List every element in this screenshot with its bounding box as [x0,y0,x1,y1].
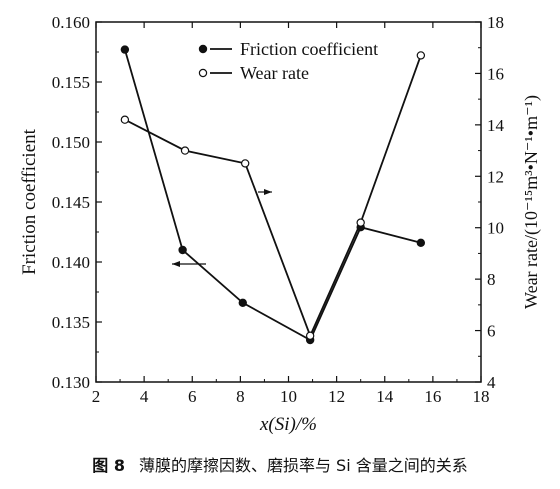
figure-caption: 图 8 薄膜的摩擦因数、磨损率与 Si 含量之间的关系 [0,452,560,476]
chart: 2 4 6 8 10 12 14 16 18 0.130 0.135 0.140 0.145 0.150 0… [19,13,542,435]
series-points [120,45,426,345]
series-lines [124,49,422,342]
series-line-1 [124,49,422,342]
data-point-2 [240,159,250,168]
y-left-tick-label: 0.130 [52,373,90,392]
x-tick-label: 10 [280,387,297,406]
y-right-axis-label: Wear rate/(10⁻¹⁵m³•N⁻¹•m⁻¹) [521,95,542,309]
axis-labels: x(Si)/% Friction coefficient Wear rate/(10… [19,95,542,435]
x-tick-label: 18 [473,387,490,406]
left-axis-arrowhead [172,261,180,267]
legend-label: Friction coefficient [240,39,378,59]
y-left-axis-label: Friction coefficient [19,128,40,275]
y-left-tick-label: 0.140 [52,253,90,272]
legend-marker [198,68,208,78]
data-point-2 [356,218,365,227]
y-right-tick-label: 14 [487,116,505,135]
data-point-2 [180,146,190,155]
caption-text: 薄膜的摩擦因数、磨损率与 Si 含量之间的关系 [138,456,468,475]
legend-marker [198,44,208,54]
axis-arrows [172,189,272,267]
y-right-tick-label: 6 [487,322,496,341]
ticks: 2 4 6 8 10 12 14 16 18 0.130 0.135 0.140 0.145 0.150 0… [52,13,505,406]
y-right-tick-label: 18 [487,13,504,32]
y-right-tick-label: 4 [487,373,496,392]
legend-label: Wear rate [240,63,309,83]
data-point-1 [238,298,247,307]
data-point-1 [416,238,426,247]
y-right-tick-label: 10 [487,219,504,238]
legend: Friction coefficient Wear rate [198,39,378,83]
y-right-tick-label: 16 [487,64,504,83]
x-tick-label: 16 [424,387,441,406]
y-left-tick-label: 0.155 [52,73,90,92]
x-axis-label: x(Si)/% [259,414,317,435]
y-left-tick-label: 0.150 [52,133,90,152]
series-line-2 [124,55,422,339]
caption-number: 图 8 [92,456,125,475]
x-tick-label: 12 [328,387,345,406]
y-left-tick-label: 0.160 [52,13,90,32]
data-point-2 [416,51,426,60]
data-point-1 [120,45,130,54]
y-right-tick-label: 12 [487,167,504,186]
x-tick-label: 2 [92,387,101,406]
y-right-tick-label: 8 [487,270,496,289]
y-left-tick-label: 0.135 [52,313,90,332]
data-point-1 [178,245,187,255]
x-tick-label: 8 [236,387,245,406]
y-left-tick-label: 0.145 [52,193,90,212]
x-tick-label: 4 [140,387,149,406]
x-tick-label: 14 [376,387,394,406]
data-point-2 [305,331,315,340]
x-tick-label: 6 [188,387,197,406]
right-axis-arrowhead [264,189,272,195]
data-point-2 [120,115,130,124]
